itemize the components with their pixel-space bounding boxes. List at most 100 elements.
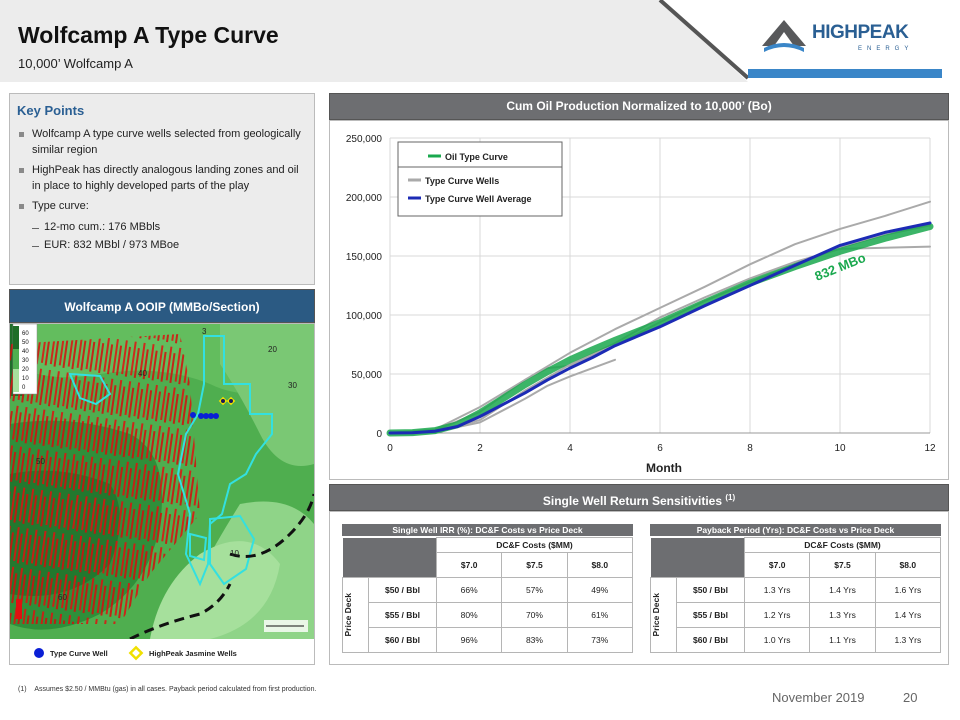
page-number: 20 bbox=[903, 690, 918, 705]
contour-label: 20 bbox=[268, 345, 277, 354]
scale-label: 40 bbox=[22, 349, 29, 355]
x-axis-label: Month bbox=[646, 461, 682, 475]
x-tick-label: 2 bbox=[477, 443, 483, 454]
payback-table: DC&F Costs ($MM) $7.0 $7.5 $8.0 Price Deck… bbox=[650, 537, 942, 653]
scale-label: 20 bbox=[22, 367, 29, 373]
scale-label: 10 bbox=[22, 376, 29, 382]
table-row: Price Deck $50 / Bbl 66% 57% 49% bbox=[342, 577, 634, 653]
series-line bbox=[388, 221, 932, 435]
col-header: $7.5 bbox=[809, 552, 876, 578]
x-tick-label: 6 bbox=[657, 443, 663, 454]
key-point-item: HighPeak has directly analogous landing … bbox=[18, 163, 310, 194]
returns-title: Single Well Return Sensitivities (1) bbox=[329, 484, 949, 511]
footnote-text: Assumes $2.50 / MMBtu (gas) in all cases… bbox=[34, 686, 317, 693]
price-deck-header: Price Deck bbox=[650, 577, 677, 653]
col-header: $8.0 bbox=[566, 552, 634, 578]
table-row: $55 / Bbl 1.2 Yrs 1.3 Yrs 1.4 Yrs bbox=[651, 602, 942, 628]
key-point-item: Type curve: bbox=[18, 199, 310, 215]
contour-label: 10 bbox=[230, 549, 239, 558]
table-cell: 1.6 Yrs bbox=[874, 577, 942, 603]
footnote-marker: (1) bbox=[18, 686, 27, 693]
x-axis-ticks: 0 2 4 6 8 10 12 bbox=[387, 443, 936, 454]
table-row: Price Deck $50 / Bbl 1.3 Yrs 1.4 Yrs 1.6 Y… bbox=[650, 577, 942, 653]
contour-label: 3 bbox=[202, 327, 207, 336]
x-tick-label: 4 bbox=[567, 443, 573, 454]
contour-label: 50 bbox=[36, 457, 45, 466]
price-deck-label: Price Deck bbox=[651, 593, 661, 637]
footer-date: November 2019 bbox=[772, 690, 865, 705]
returns-title-text: Single Well Return Sensitivities bbox=[542, 494, 723, 508]
table-row: $60 / Bbl 1.0 Yrs 1.1 Yrs 1.3 Yrs bbox=[651, 627, 942, 653]
table-corner bbox=[650, 537, 745, 578]
scale-label: 0 bbox=[22, 385, 26, 391]
chart-series bbox=[386, 200, 934, 437]
table-cell: 1.3 Yrs bbox=[743, 577, 811, 603]
scale-label: 60 bbox=[22, 331, 29, 337]
ooip-map-panel: 60 50 40 30 20 10 0 20 30 40 50 60 10 3 … bbox=[9, 323, 316, 665]
page-title: Wolfcamp A Type Curve bbox=[18, 22, 279, 48]
x-tick-label: 0 bbox=[387, 443, 393, 454]
returns-panel: Single Well IRR (%): DC&F Costs vs Price… bbox=[329, 511, 949, 665]
chart-title: Cum Oil Production Normalized to 10,000’… bbox=[329, 93, 949, 120]
header: Wolfcamp A Type Curve 10,000’ Wolfcamp A… bbox=[0, 0, 960, 82]
table-cell: 66% bbox=[435, 577, 503, 603]
col-header: $7.5 bbox=[501, 552, 568, 578]
key-points-list: Wolfcamp A type curve wells selected fro… bbox=[18, 127, 310, 257]
payback-table-caption: Payback Period (Yrs): DC&F Costs vs Pric… bbox=[650, 524, 941, 536]
table-cell: 1.2 Yrs bbox=[743, 602, 811, 628]
type-curve-well-legend-icon bbox=[34, 648, 44, 658]
row-label: $50 / Bbl bbox=[368, 577, 437, 603]
y-tick-label: 50,000 bbox=[351, 370, 382, 381]
row-label: $50 / Bbl bbox=[676, 577, 745, 603]
table-corner bbox=[342, 537, 437, 578]
header-background bbox=[0, 0, 750, 82]
row-label: $55 / Bbl bbox=[368, 602, 437, 628]
table-cell: 61% bbox=[566, 602, 634, 628]
irr-table: DC&F Costs ($MM) $7.0 $7.5 $8.0 Price Deck… bbox=[342, 537, 634, 653]
table-cell: 1.0 Yrs bbox=[743, 627, 811, 653]
table-cell: 1.1 Yrs bbox=[809, 627, 876, 653]
company-logo: HIGHPEAK ENERGY bbox=[760, 14, 945, 59]
cum-oil-chart-panel: 0 50,000 100,000 150,000 200,000 250,000 0 2 4 6… bbox=[329, 120, 949, 480]
table-cell: 57% bbox=[501, 577, 568, 603]
row-label: $55 / Bbl bbox=[676, 602, 745, 628]
series-line bbox=[386, 223, 934, 437]
table-row: $55 / Bbl 80% 70% 61% bbox=[343, 602, 634, 628]
y-tick-label: 150,000 bbox=[346, 252, 383, 263]
header-accent-bar bbox=[748, 69, 942, 78]
table-cell: 80% bbox=[435, 602, 503, 628]
y-axis-ticks: 0 50,000 100,000 150,000 200,000 250,000 bbox=[346, 134, 383, 440]
table-cell: 70% bbox=[501, 602, 568, 628]
row-label: $60 / Bbl bbox=[368, 627, 437, 653]
cum-oil-chart: 0 50,000 100,000 150,000 200,000 250,000 0 2 4 6… bbox=[346, 134, 936, 475]
table-row: $60 / Bbl 96% 83% 73% bbox=[343, 627, 634, 653]
key-points-panel: Key Points Wolfcamp A type curve wells s… bbox=[9, 93, 315, 285]
footnote: (1) Assumes $2.50 / MMBtu (gas) in all c… bbox=[18, 686, 316, 693]
col-header: $8.0 bbox=[874, 552, 942, 578]
price-deck-label: Price Deck bbox=[343, 593, 353, 637]
row-label: $60 / Bbl bbox=[676, 627, 745, 653]
key-points-title: Key Points bbox=[17, 103, 85, 118]
highpeak-well-legend-icon bbox=[128, 645, 144, 661]
scale-label: 30 bbox=[22, 358, 29, 364]
map-title: Wolfcamp A OOIP (MMBo/Section) bbox=[9, 289, 315, 323]
mountain-logo-icon bbox=[762, 20, 806, 52]
x-tick-label: 8 bbox=[747, 443, 753, 454]
y-tick-label: 0 bbox=[376, 429, 382, 440]
irr-table-caption: Single Well IRR (%): DC&F Costs vs Price… bbox=[342, 524, 633, 536]
col-header: $7.0 bbox=[743, 552, 811, 578]
cost-header: DC&F Costs ($MM) bbox=[436, 537, 633, 553]
contour-label: 60 bbox=[58, 593, 67, 602]
table-cell: 1.4 Yrs bbox=[809, 577, 876, 603]
key-point-item: Wolfcamp A type curve wells selected fro… bbox=[18, 127, 310, 158]
table-cell: 83% bbox=[501, 627, 568, 653]
x-tick-label: 12 bbox=[924, 443, 936, 454]
page-subtitle: 10,000’ Wolfcamp A bbox=[18, 56, 133, 71]
key-point-subitem: 12-mo cum.: 176 MBbls bbox=[18, 220, 310, 236]
ooip-map: 60 50 40 30 20 10 0 20 30 40 50 60 10 3 … bbox=[10, 323, 316, 664]
contour-label: 30 bbox=[288, 381, 297, 390]
returns-title-footnote-ref: (1) bbox=[725, 493, 736, 502]
table-cell: 73% bbox=[566, 627, 634, 653]
price-deck-header: Price Deck bbox=[342, 577, 369, 653]
legend-type-curve-well: Type Curve Well bbox=[50, 649, 108, 658]
